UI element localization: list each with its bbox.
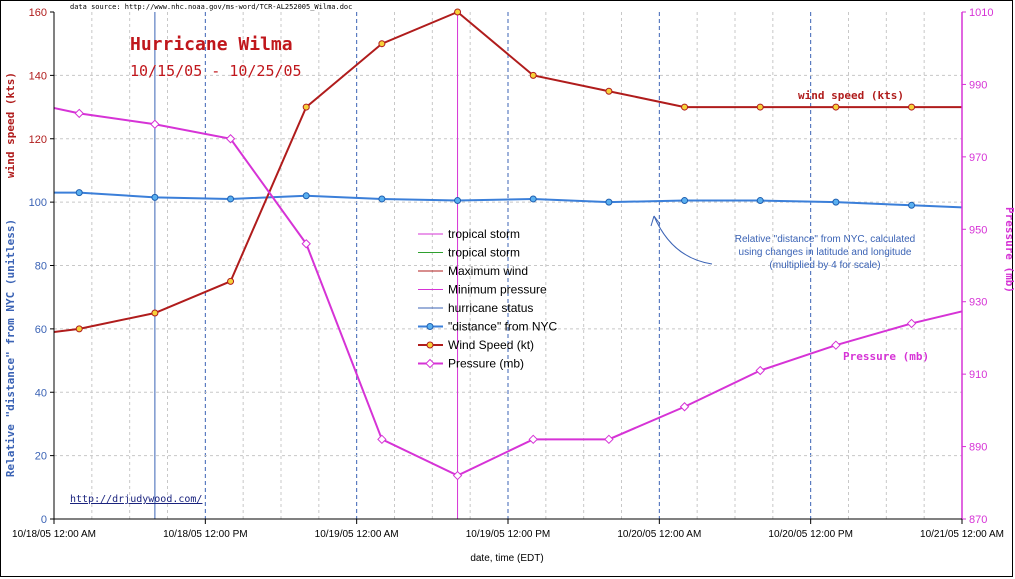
y-right-tick-label: 970: [969, 152, 987, 164]
legend-label: Minimum pressure: [448, 283, 547, 297]
wind-point: [756, 103, 764, 111]
distance-point: [605, 198, 613, 206]
legend-label: Maximum wind: [448, 264, 528, 278]
legend-label: hurricane status: [448, 301, 533, 315]
y-right-tick-label: 890: [969, 442, 987, 454]
legend-label: Pressure (mb): [448, 357, 524, 371]
distance-point: [75, 189, 83, 197]
x-tick-label: 10/20/05 12:00 AM: [617, 529, 701, 540]
pressure-point: [906, 318, 917, 329]
x-tick-label: 10/19/05 12:00 AM: [315, 529, 399, 540]
y-right-tick-label: 950: [969, 224, 987, 236]
wind-point: [75, 325, 83, 333]
pressure-point: [604, 434, 614, 445]
x-axis-label: date, time (EDT): [470, 553, 543, 564]
grid-lines: [54, 12, 962, 519]
y-right-tick-label: 930: [969, 297, 987, 309]
y-left-tick-label: 20: [35, 451, 47, 463]
y-left-tick-label: 60: [35, 324, 47, 336]
annotation-arrow: [653, 215, 713, 265]
distance-point: [227, 195, 235, 203]
pressure-point: [377, 434, 387, 445]
credit-link[interactable]: http://drjudywood.com/: [70, 494, 202, 505]
wind-point: [605, 87, 613, 95]
series-line-1: [54, 10, 962, 334]
y-left-tick-label: 100: [29, 197, 47, 209]
wind-point: [529, 71, 537, 79]
distance-point: [681, 197, 689, 205]
series-line-0: [54, 191, 962, 209]
pressure-point: [528, 434, 538, 445]
distance-point: [756, 197, 764, 205]
y-left-upper-label: wind speed (kts): [4, 72, 17, 178]
data-source-text: data source: http://www.nhc.noaa.gov/ms-…: [70, 3, 352, 11]
y-right-tick-label: 990: [969, 79, 987, 91]
pressure-point: [755, 365, 765, 376]
x-tick-label: 10/20/05 12:00 PM: [768, 529, 853, 540]
axes: [50, 11, 966, 524]
pressure-point: [679, 402, 690, 412]
x-tick-label: 10/18/05 12:00 PM: [163, 529, 248, 540]
legend-label: tropical storm: [448, 227, 520, 241]
wind-series-label: wind speed (kts): [798, 89, 904, 102]
series-group: [54, 8, 962, 481]
x-tick-label: 10/18/05 12:00 AM: [12, 529, 96, 540]
y-left-tick-label: 140: [29, 70, 47, 82]
distance-point: [908, 201, 916, 209]
distance-point: [302, 192, 310, 200]
y-left-tick-label: 120: [29, 134, 47, 146]
wind-point: [454, 8, 462, 16]
chart-subtitle: 10/15/05 - 10/25/05: [130, 62, 302, 80]
distance-point: [151, 193, 159, 201]
wind-point: [378, 40, 386, 48]
y-left-tick-label: 160: [29, 7, 47, 19]
vertical-markers: [154, 12, 459, 519]
distance-point: [378, 195, 386, 203]
legend-label: "distance" from NYC: [448, 320, 558, 334]
distance-point: [454, 197, 462, 205]
y-right-tick-label: 1010: [969, 7, 993, 19]
legend: tropical storm tropical storm Maximum wind…: [418, 227, 558, 371]
legend-marker-circle: [426, 323, 434, 330]
pressure-series-label: Pressure (mb): [843, 350, 929, 363]
legend-marker-circle: [426, 341, 434, 349]
wind-point: [681, 103, 689, 111]
y-right-label: Pressure (mb): [1003, 207, 1015, 293]
pressure-point: [150, 119, 160, 129]
wind-point: [302, 103, 310, 111]
distance-point: [529, 195, 537, 203]
x-tick-label: 10/19/05 12:00 PM: [466, 529, 551, 540]
pressure-point: [831, 340, 841, 350]
wind-point: [227, 277, 235, 285]
wind-point: [832, 103, 840, 111]
x-tick-label: 10/21/05 12:00 AM: [920, 529, 1004, 540]
chart-title: Hurricane Wilma: [130, 34, 293, 55]
distance-point: [832, 198, 840, 206]
pressure-point: [225, 134, 236, 144]
y-left-tick-label: 40: [35, 387, 47, 399]
annotation-line-3: (multiplied by 4 for scale): [769, 260, 880, 271]
y-left-tick-label: 80: [35, 261, 47, 273]
y-right-tick-label: 870: [969, 514, 987, 526]
wind-point: [908, 103, 916, 111]
y-right-tick-label: 910: [969, 369, 987, 381]
legend-label: Wind Speed (kt): [448, 338, 534, 352]
legend-marker-diamond: [425, 358, 435, 369]
series-line-2: [54, 106, 962, 477]
annotation-line-1: Relative "distance" from NYC, calculated: [735, 234, 916, 245]
y-left-tick-label: 0: [41, 514, 47, 526]
legend-label: tropical storm: [448, 246, 520, 260]
annotation-arrowhead-icon: [650, 215, 661, 227]
wind-point: [151, 309, 159, 317]
y-left-lower-label: Relative "distance" from NYC (unitless): [4, 219, 17, 477]
distance-annotation: Relative "distance" from NYC, calculated…: [650, 215, 916, 271]
pressure-point: [452, 470, 463, 481]
pressure-point: [301, 239, 311, 249]
pressure-point: [74, 108, 84, 119]
series-clip-group: [54, 8, 962, 481]
tick-labels: 0 20 40 60 80 100 120 140 160 870 890 910 930 950 970 9…: [12, 7, 1004, 540]
annotation-line-2: using changes in latitude and longitude: [739, 247, 912, 258]
